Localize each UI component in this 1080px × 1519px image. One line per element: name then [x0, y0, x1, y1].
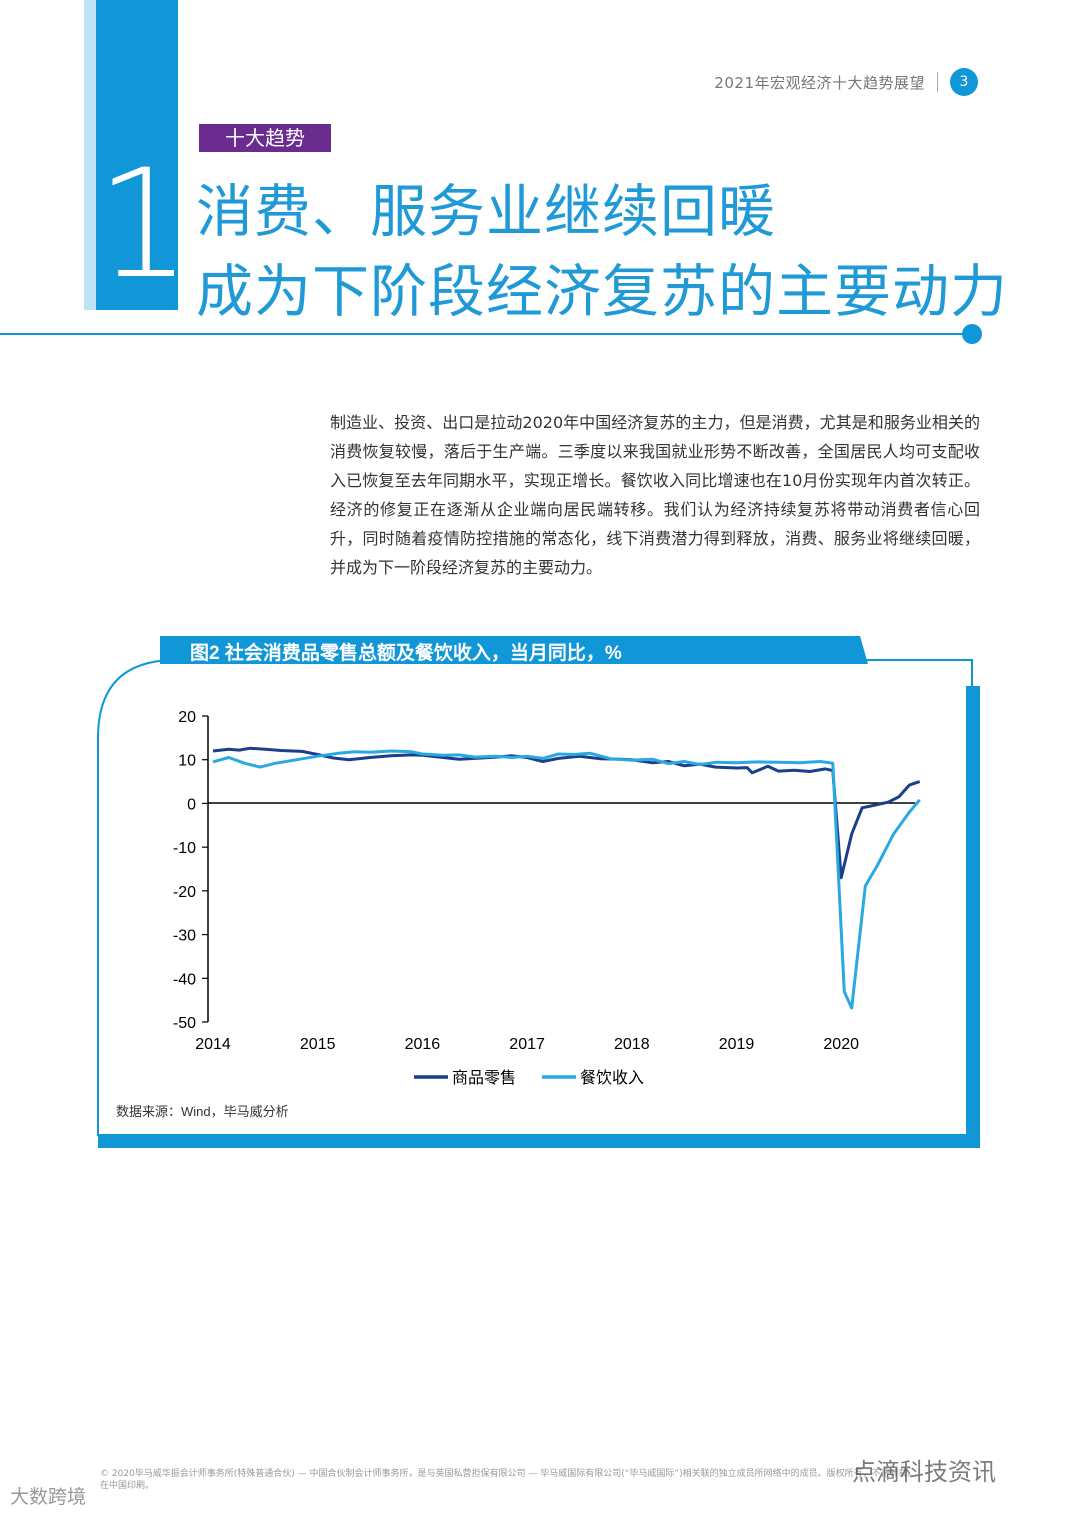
series-lines: [212, 746, 921, 1010]
section-title-line2: 成为下阶段经济复苏的主要动力: [196, 259, 1008, 325]
x-tick-label: 2018: [614, 1036, 650, 1053]
section-title: 消费、服务业继续回暖 成为下阶段经济复苏的主要动力: [196, 172, 1056, 332]
chart-title-tab: [160, 636, 868, 664]
section-number: 1: [96, 138, 192, 312]
series-line-1: [212, 746, 921, 880]
y-tick-label: -10: [173, 840, 196, 857]
legend-label: 餐饮收入: [580, 1069, 644, 1087]
y-tick-label: 10: [178, 753, 196, 770]
x-tick-label: 2015: [300, 1036, 336, 1053]
y-axis-ticks: 20 10 0 -10 -20 -30 -40 -50: [173, 709, 208, 1032]
section-number-bar: [96, 0, 178, 310]
x-tick-label: 2014: [195, 1036, 231, 1053]
section-tag: 十大趋势: [199, 124, 331, 152]
y-tick-label: 20: [178, 709, 196, 726]
watermark-left: 大数跨境: [10, 1486, 87, 1508]
header-separator: [937, 72, 938, 92]
x-tick-label: 2019: [719, 1036, 755, 1053]
legend-label: 商品零售: [452, 1069, 516, 1087]
body-paragraph: 制造业、投资、出口是拉动2020年中国经济复苏的主力，但是消费，尤其是和服务业相…: [330, 413, 980, 577]
x-axis-ticks: 2014 2015 2016 2017 2018 2019 2020: [195, 1036, 859, 1053]
y-tick-label: -40: [173, 971, 196, 988]
x-tick-label: 2016: [405, 1036, 441, 1053]
x-tick-label: 2020: [823, 1036, 859, 1053]
y-tick-label: 0: [187, 796, 196, 813]
chart-frame-right-thick: [966, 686, 980, 1148]
series-line-2: [212, 749, 921, 1010]
y-tick-label: -30: [173, 928, 196, 945]
x-tick-label: 2017: [509, 1036, 545, 1053]
legend: 商品零售 餐饮收入: [414, 1069, 644, 1087]
chart-title: 图2 社会消费品零售总额及餐饮收入，当月同比，%: [190, 641, 622, 664]
chart-frame-bottom-thick: [98, 1134, 980, 1148]
report-title: 2021年宏观经济十大趋势展望: [714, 74, 925, 92]
section-divider: [0, 333, 970, 335]
section-title-line1: 消费、服务业继续回暖: [196, 179, 776, 245]
y-tick-label: -20: [173, 884, 196, 901]
watermark-right: 点滴科技资讯: [852, 1458, 996, 1486]
chart-source: 数据来源：Wind，毕马威分析: [116, 1104, 289, 1119]
chart-frame: [97, 659, 177, 1136]
footer-copyright: © 2020毕马威华振会计师事务所(特殊普通合伙) — 中国合伙制会计师事务所，…: [100, 1469, 917, 1491]
page-number-badge: 3: [950, 68, 978, 96]
y-tick-label: -50: [173, 1015, 196, 1032]
divider-dot: [962, 324, 982, 344]
